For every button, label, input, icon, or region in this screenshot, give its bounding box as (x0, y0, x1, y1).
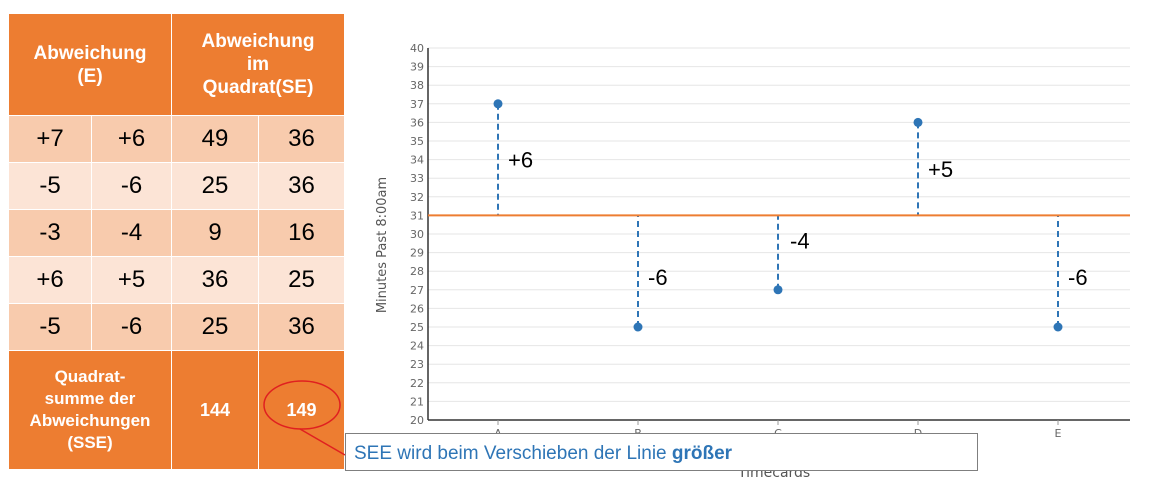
y-tick-label: 33 (410, 172, 424, 185)
table-cell: 25 (171, 303, 259, 351)
table-cell: 25 (258, 256, 345, 304)
y-tick-label: 21 (410, 395, 424, 408)
table-row: -5 -6 25 36 (8, 303, 345, 351)
y-tick-label: 31 (410, 209, 424, 222)
axes (427, 48, 1130, 425)
table-cell: 9 (171, 209, 259, 257)
table-row: -3 -4 9 16 (8, 209, 345, 257)
data-points (493, 99, 1063, 332)
data-point (913, 117, 923, 127)
header-squared-deviation: Abweichung im Quadrat(SE) (171, 13, 345, 116)
callout-text: SEE wird beim Verschieben der Linie (354, 443, 672, 464)
y-tick-label: 20 (410, 414, 424, 427)
residual-chart: 20 21 22 23 24 25 26 27 28 29 30 31 32 33 34 35 36 37 38 39… (375, 42, 1130, 440)
y-tick-label: 26 (410, 302, 424, 315)
y-tick-label: 32 (410, 191, 424, 204)
y-tick-labels: 20 21 22 23 24 25 26 27 28 29 30 31 32 33 34 35 36 37 38 39… (410, 42, 424, 427)
y-tick-label: 35 (410, 135, 424, 148)
table-cell: 36 (258, 162, 345, 210)
y-tick-label: 24 (410, 340, 424, 353)
y-tick-label: 22 (410, 377, 424, 390)
y-tick-label: 34 (410, 154, 424, 167)
y-tick-label: 30 (410, 228, 424, 241)
table-row: +7 +6 49 36 (8, 115, 345, 163)
header-deviation: Abweichung (E) (8, 13, 172, 116)
data-point (1053, 322, 1063, 332)
deviation-label: +6 (508, 148, 533, 173)
table-row: +6 +5 36 25 (8, 256, 345, 304)
table-cell: 16 (258, 209, 345, 257)
deviation-label: -4 (790, 229, 810, 254)
table-cell: 36 (258, 115, 345, 163)
table-cell: 36 (171, 256, 259, 304)
y-tick-label: 29 (410, 247, 424, 260)
table-cell: 49 (171, 115, 259, 163)
footer-sse-value-1: 144 (171, 350, 259, 470)
data-point (633, 322, 643, 332)
y-tick-label: 25 (410, 321, 424, 334)
residual-lines (497, 103, 1059, 327)
table-cell: -3 (8, 209, 92, 257)
table-cell: -6 (91, 303, 172, 351)
table-cell: -6 (91, 162, 172, 210)
y-tick-label: 37 (410, 98, 424, 111)
table-cell: -5 (8, 162, 92, 210)
x-tick-label: E (1055, 427, 1062, 440)
table-cell: 36 (258, 303, 345, 351)
data-point (493, 99, 503, 109)
y-tick-label: 38 (410, 79, 424, 92)
data-point (773, 285, 783, 295)
y-tick-label: 28 (410, 265, 424, 278)
table-cell: +7 (8, 115, 92, 163)
table-cell: +6 (91, 115, 172, 163)
footer-sse-value-2: 149 (258, 350, 345, 470)
callout-emphasis: größer (671, 443, 733, 464)
callout-box: SEE wird beim Verschieben der Linie größ… (345, 433, 978, 471)
footer-sse-label: Quadrat- summe der Abweichungen (SSE) (8, 350, 172, 470)
y-tick-label: 39 (410, 61, 424, 74)
table-cell: -4 (91, 209, 172, 257)
deviation-labels: +6 -6 -4 +5 -6 (508, 148, 1088, 291)
deviation-label: -6 (648, 265, 668, 290)
deviation-table: Abweichung (E) Abweichung im Quadrat(SE)… (8, 13, 345, 470)
y-tick-label: 36 (410, 116, 424, 129)
table-cell: +6 (8, 256, 92, 304)
table-cell: 25 (171, 162, 259, 210)
y-axis-title: Minutes Past 8:00am (375, 177, 390, 313)
deviation-label: -6 (1068, 265, 1088, 290)
table-cell: +5 (91, 256, 172, 304)
y-tick-label: 27 (410, 284, 424, 297)
table-cell: -5 (8, 303, 92, 351)
deviation-label: +5 (928, 157, 953, 182)
y-tick-label: 40 (410, 42, 424, 55)
table-row: -5 -6 25 36 (8, 162, 345, 210)
y-tick-label: 23 (410, 358, 424, 371)
